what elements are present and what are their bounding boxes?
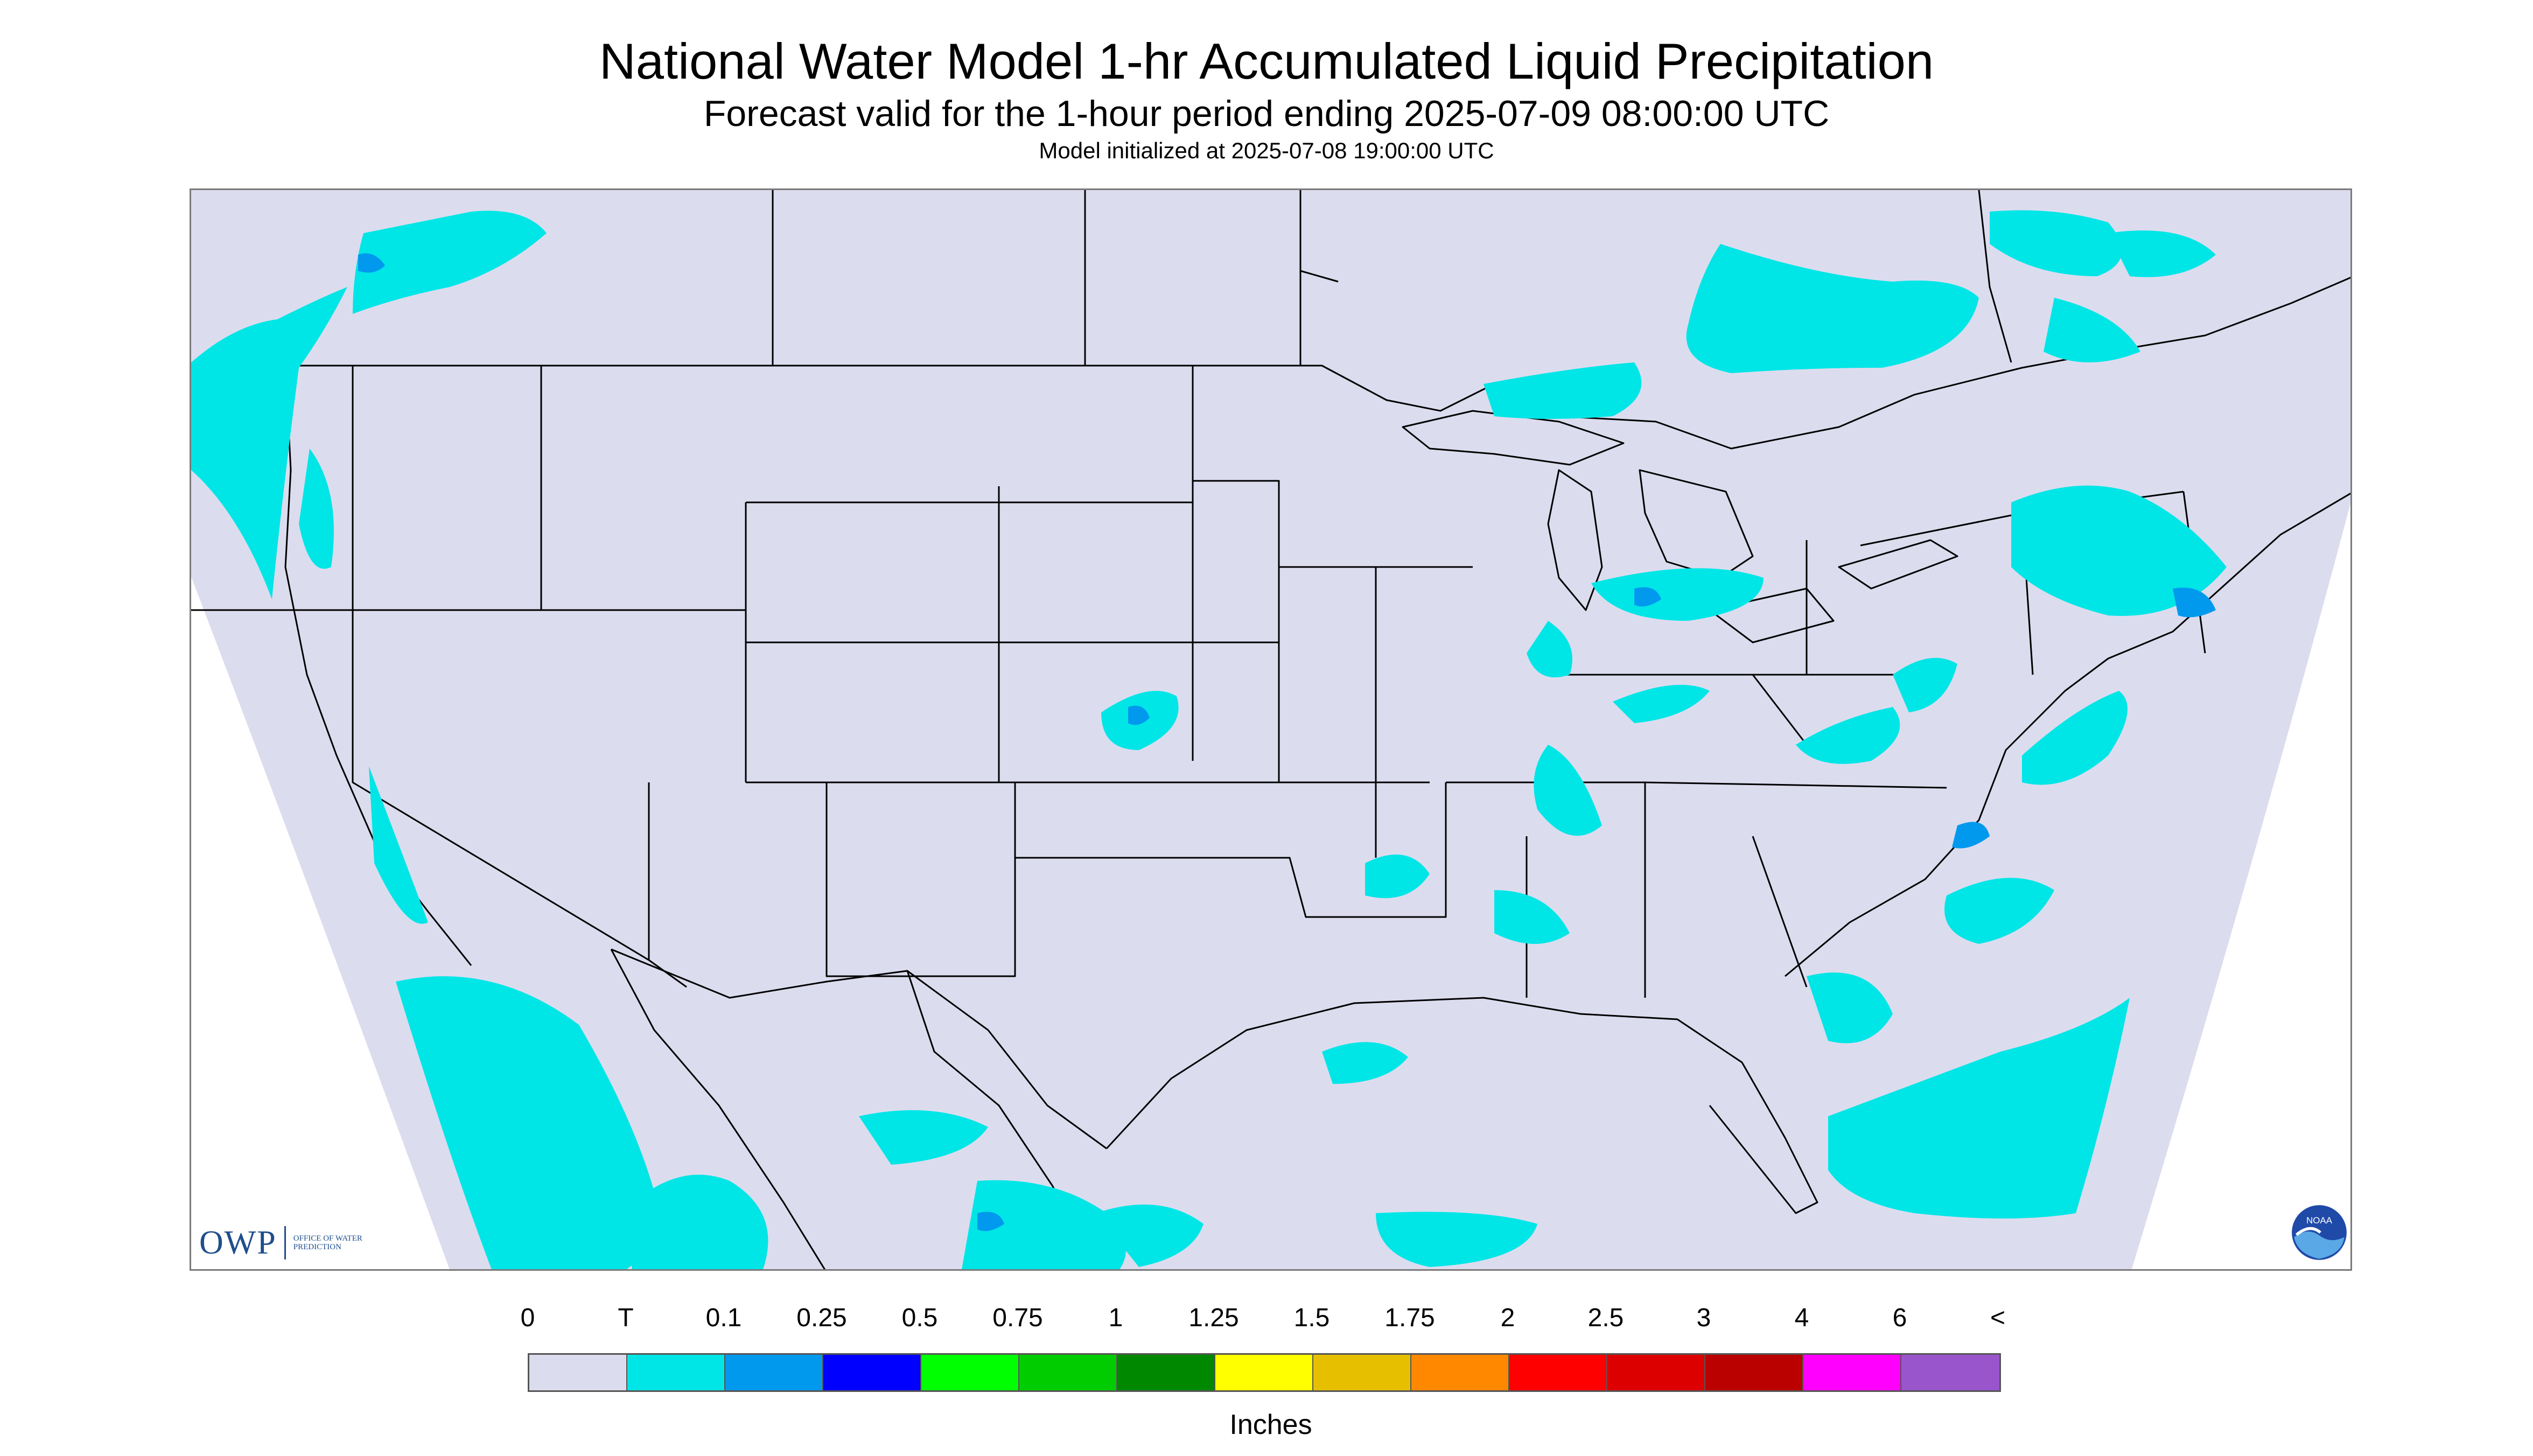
legend-swatch — [725, 1355, 823, 1390]
precipitation-map — [190, 188, 2352, 1271]
legend-tick-label: 1.25 — [1188, 1304, 1239, 1332]
owp-logo-text: OFFICE OF WATER PREDICTION — [293, 1234, 362, 1251]
legend-tick-label: T — [618, 1304, 634, 1332]
precip-light-areas — [358, 253, 2216, 1231]
legend-swatch — [1019, 1355, 1117, 1390]
legend-swatch — [1803, 1355, 1901, 1390]
model-init-line: Model initialized at 2025-07-08 19:00:00… — [1039, 138, 1494, 163]
legend-tick-label: 0.75 — [992, 1304, 1043, 1332]
legend-swatch — [921, 1355, 1019, 1390]
precip-legend: 0 T 0.1 0.25 0.5 0.75 1 1.25 1.5 1.75 2 2.5 3 4 6 < Inc… — [521, 1303, 2014, 1440]
legend-swatch — [529, 1355, 627, 1390]
legend-swatch — [1901, 1355, 1999, 1390]
legend-swatch — [1607, 1355, 1705, 1390]
map-boundaries — [191, 190, 2350, 1269]
owp-logo-divider — [284, 1226, 286, 1259]
legend-tick-label: 2.5 — [1587, 1304, 1624, 1332]
legend-tick-label: 1.5 — [1293, 1304, 1330, 1332]
legend-tick-label: 6 — [1892, 1304, 1907, 1332]
legend-tick-label: 1.75 — [1384, 1304, 1435, 1332]
precip-trace-areas — [191, 210, 2227, 1269]
owp-logo: OWP OFFICE OF WATER PREDICTION — [199, 1221, 374, 1264]
legend-tick-label: 2 — [1500, 1304, 1515, 1332]
owp-logo-mark: OWP — [199, 1224, 277, 1261]
noaa-logo-text: NOAA — [2306, 1215, 2333, 1226]
legend-swatch — [1411, 1355, 1509, 1390]
legend-swatch — [1705, 1355, 1803, 1390]
legend-color-bar — [528, 1353, 2001, 1392]
legend-tick-label: 0 — [520, 1304, 535, 1332]
legend-swatch — [1313, 1355, 1411, 1390]
legend-tick-label: 0.5 — [901, 1304, 938, 1332]
noaa-logo: NOAA — [2292, 1205, 2347, 1260]
legend-swatch — [1509, 1355, 1607, 1390]
legend-units-label: Inches — [1229, 1409, 1312, 1440]
legend-tick-label: 4 — [1794, 1304, 1809, 1332]
legend-swatch — [823, 1355, 921, 1390]
legend-tick-label: 0.1 — [705, 1304, 742, 1332]
legend-tick-label: 3 — [1696, 1304, 1711, 1332]
legend-swatch — [627, 1355, 725, 1390]
legend-tick-label: 0.25 — [796, 1304, 847, 1332]
forecast-valid-subtitle: Forecast valid for the 1-hour period end… — [703, 93, 1830, 134]
map-domain — [191, 190, 2350, 1269]
legend-swatch — [1215, 1355, 1313, 1390]
legend-tick-label: 1 — [1108, 1304, 1123, 1332]
legend-swatch — [1117, 1355, 1215, 1390]
map-title: National Water Model 1-hr Accumulated Li… — [599, 33, 1934, 89]
legend-tick-label: < — [1990, 1304, 2006, 1332]
